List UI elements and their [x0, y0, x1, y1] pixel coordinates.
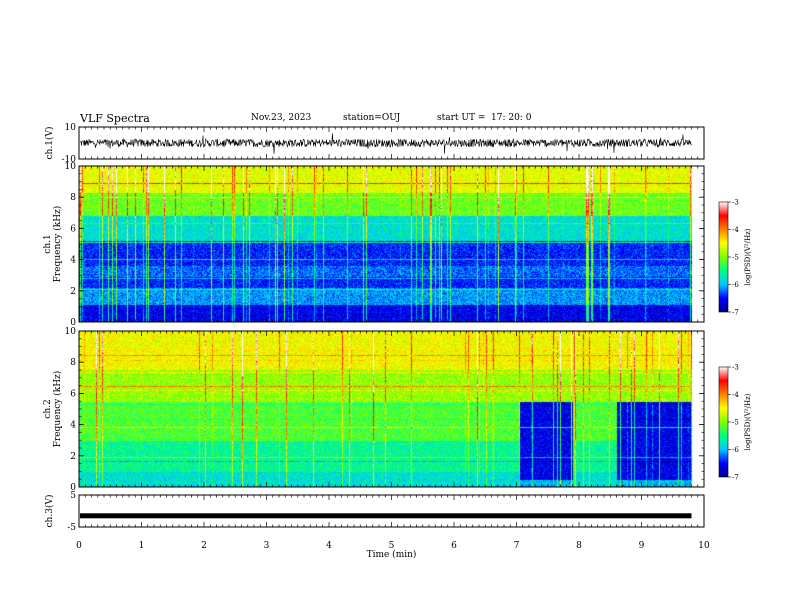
- ch3_waveform-trace: [80, 513, 692, 519]
- xtick-label: 8: [576, 541, 582, 551]
- ch2_spectrogram-ytick-label: 0: [70, 483, 76, 493]
- ch1_waveform-ylabel: ch.1(V): [44, 127, 55, 160]
- xtick-label: 9: [639, 541, 645, 551]
- ch2_spectrogram-ytick-label: 4: [70, 421, 76, 431]
- xtick-label: 0: [76, 541, 82, 551]
- ch2_spectrogram-ytick-label: 2: [70, 452, 76, 462]
- ch1_spectrogram-colorbar-tick: -4: [732, 226, 739, 234]
- ch1_spectrogram-ytick-label: 6: [70, 224, 76, 234]
- ch1_waveform-ytick-label: 10: [65, 123, 77, 133]
- xtick-label: 10: [698, 541, 710, 551]
- ch1_spectrogram-colorbar-label: log(PSD)(V²/Hz): [744, 228, 752, 285]
- ch1_spectrogram-colorbar-tick: -6: [732, 281, 739, 289]
- ch1_spectrogram-colorbar-tick: -5: [732, 254, 739, 262]
- ch1_spectrogram-colorbar-tick: -3: [732, 199, 739, 207]
- ch2_spectrogram-colorbar-tick: -6: [732, 446, 739, 454]
- ch2_spectrogram-ytick-label: 10: [65, 327, 77, 337]
- start-ut-value: 17: 20: 0: [491, 113, 532, 123]
- ch3_waveform-ylabel: ch.3(V): [44, 495, 55, 528]
- x-axis-label: Time (min): [367, 549, 417, 560]
- ch1_waveform-ytick-label: -10: [62, 155, 77, 165]
- ch1_spectrogram-ytick-label: 2: [70, 287, 76, 297]
- ch3_waveform-ytick-label: 5: [70, 491, 76, 501]
- ch2_spectrogram-ylabel: ch.2: [43, 399, 53, 418]
- xtick-label: 1: [139, 541, 145, 551]
- ch1_spectrogram-image: [79, 166, 704, 322]
- ch1_waveform-trace: [79, 133, 692, 154]
- ch2_spectrogram-colorbar-tick: -4: [732, 391, 739, 399]
- date-label: Nov.23, 2023: [251, 113, 312, 123]
- xtick-label: 7: [514, 541, 520, 551]
- ch1_spectrogram-ytick-label: 4: [70, 256, 76, 266]
- ch2_spectrogram-ytick-label: 6: [70, 389, 76, 399]
- start-ut-label: start UT =: [437, 113, 486, 123]
- ch1_spectrogram-colorbar: [718, 201, 729, 313]
- ch1_spectrogram-ytick-label: 10: [65, 162, 77, 172]
- xtick-label: 3: [264, 541, 270, 551]
- xtick-label: 5: [389, 541, 395, 551]
- ch1_spectrogram-ytick-label: 0: [70, 318, 76, 328]
- ch2_spectrogram-colorbar-tick: -3: [732, 364, 739, 372]
- xtick-label: 2: [201, 541, 207, 551]
- ch1_spectrogram-ytick-label: 8: [70, 193, 76, 203]
- ch1_spectrogram-ylabel: Frequency (kHz): [52, 206, 63, 283]
- station-label: station=OUJ: [343, 113, 401, 123]
- ch2_spectrogram-colorbar-tick: -5: [732, 419, 739, 427]
- ch2_spectrogram-image: [79, 331, 704, 487]
- xtick-label: 4: [326, 541, 332, 551]
- ch2_spectrogram-ytick-label: 8: [70, 358, 76, 368]
- ch2_spectrogram-ylabel: Frequency (kHz): [52, 371, 63, 448]
- chart-title: VLF Spectra: [80, 112, 150, 125]
- ch1_spectrogram-colorbar-tick: -7: [732, 309, 739, 317]
- ch2_spectrogram-colorbar: [718, 366, 729, 478]
- ch3_waveform-ytick-label: -5: [67, 523, 76, 533]
- ch1_spectrogram-ylabel: ch.1: [43, 234, 53, 253]
- xtick-label: 6: [451, 541, 457, 551]
- ch2_spectrogram-colorbar-label: log(PSD)(V²/Hz): [744, 393, 752, 450]
- ch2_spectrogram-colorbar-tick: -7: [732, 474, 739, 482]
